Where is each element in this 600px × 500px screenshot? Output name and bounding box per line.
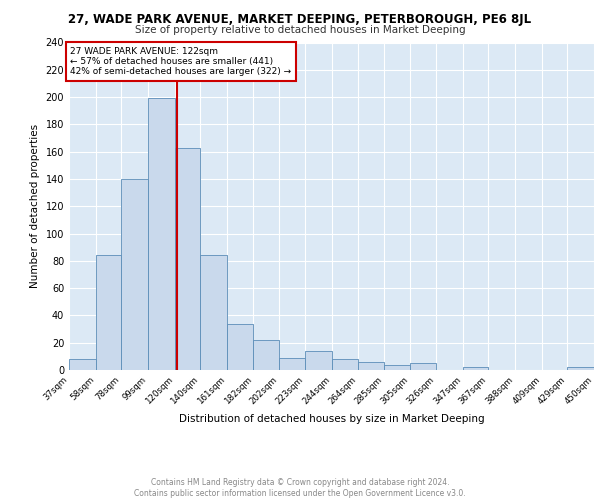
- Bar: [69, 359, 95, 370]
- Bar: [332, 359, 358, 370]
- Bar: [148, 98, 175, 370]
- Text: Size of property relative to detached houses in Market Deeping: Size of property relative to detached ho…: [134, 25, 466, 35]
- Bar: [305, 351, 332, 370]
- Bar: [410, 363, 436, 370]
- Bar: [463, 368, 488, 370]
- Y-axis label: Number of detached properties: Number of detached properties: [30, 124, 40, 288]
- Bar: [95, 256, 121, 370]
- Text: Contains HM Land Registry data © Crown copyright and database right 2024.
Contai: Contains HM Land Registry data © Crown c…: [134, 478, 466, 498]
- Bar: [175, 148, 200, 370]
- Bar: [279, 358, 305, 370]
- Bar: [358, 362, 384, 370]
- Bar: [568, 368, 594, 370]
- Bar: [384, 364, 410, 370]
- Bar: [253, 340, 279, 370]
- Bar: [121, 179, 148, 370]
- Text: 27 WADE PARK AVENUE: 122sqm
← 57% of detached houses are smaller (441)
42% of se: 27 WADE PARK AVENUE: 122sqm ← 57% of det…: [70, 46, 292, 76]
- X-axis label: Distribution of detached houses by size in Market Deeping: Distribution of detached houses by size …: [179, 414, 484, 424]
- Bar: [200, 256, 227, 370]
- Bar: [227, 324, 253, 370]
- Text: 27, WADE PARK AVENUE, MARKET DEEPING, PETERBOROUGH, PE6 8JL: 27, WADE PARK AVENUE, MARKET DEEPING, PE…: [68, 12, 532, 26]
